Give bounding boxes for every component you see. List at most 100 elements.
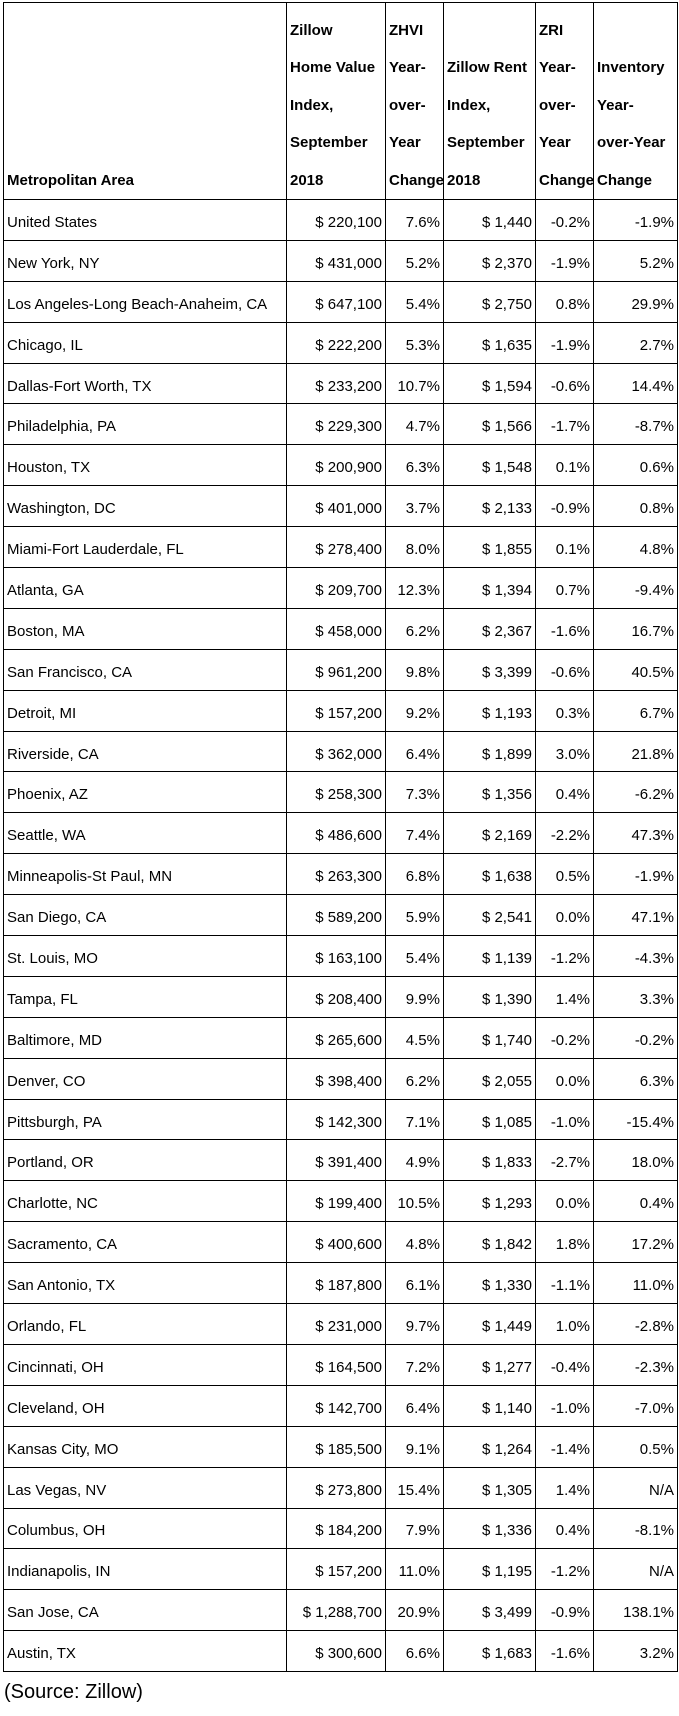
header-line: Change (539, 171, 594, 189)
cell-zri-yoy: -1.7% (535, 403, 594, 446)
cell-zhvi: $ 220,100 (286, 199, 386, 241)
cell-zri-yoy: 1.4% (535, 1466, 594, 1509)
cell-zhvi-yoy: 6.2% (385, 1057, 444, 1100)
table-row: United States $ 220,100 7.6% $ 1,440 -0.2% -1… (3, 199, 678, 241)
cell-zri-yoy: 0.4% (535, 771, 594, 814)
cell-zhvi-yoy: 4.9% (385, 1139, 444, 1182)
cell-zri: $ 1,390 (443, 975, 536, 1018)
cell-metro-area: Philadelphia, PA (3, 403, 287, 446)
header-line: over- (389, 96, 426, 114)
cell-zhvi-yoy: 9.1% (385, 1425, 444, 1468)
cell-zhvi-yoy: 9.9% (385, 975, 444, 1018)
cell-metro-area: Columbus, OH (3, 1507, 287, 1550)
header-zri: Zillow Rent Index, September 2018 (443, 2, 536, 200)
cell-metro-area: Washington, DC (3, 485, 287, 528)
header-line: Year- (539, 59, 576, 76)
table-row: Columbus, OH $ 184,200 7.9% $ 1,336 0.4% -8.1… (3, 1507, 678, 1550)
cell-inventory-yoy: -8.1% (593, 1507, 678, 1550)
cell-zhvi: $ 278,400 (286, 526, 386, 569)
table-row: Boston, MA $ 458,000 6.2% $ 2,367 -1.6% 16.7% (3, 607, 678, 650)
cell-inventory-yoy: 4.8% (593, 526, 678, 569)
header-line: ZHVI (389, 21, 424, 39)
cell-zri-yoy: 0.8% (535, 280, 594, 323)
cell-zhvi: $ 142,700 (286, 1384, 386, 1427)
header-line: 2018 (290, 171, 324, 189)
header-line: Year (389, 134, 421, 151)
cell-zri: $ 2,055 (443, 1057, 536, 1100)
cell-inventory-yoy: 47.1% (593, 894, 678, 937)
table-row: Atlanta, GA $ 209,700 12.3% $ 1,394 0.7% -9.4… (3, 567, 678, 609)
header-row: Metropolitan Area Zillow Home Value Index, S… (3, 2, 678, 200)
cell-zri: $ 1,277 (443, 1343, 536, 1386)
cell-metro-area: Chicago, IL (3, 321, 287, 364)
cell-inventory-yoy: 0.6% (593, 444, 678, 487)
table-row: Charlotte, NC $ 199,400 10.5% $ 1,293 0.0% 0.… (3, 1180, 678, 1223)
header-line: Year- (389, 59, 426, 76)
cell-zri-yoy: -0.2% (535, 199, 594, 241)
header-line: Metropolitan Area (7, 171, 134, 189)
header-line: 2018 (447, 171, 481, 189)
cell-inventory-yoy: -15.4% (593, 1098, 678, 1141)
cell-zhvi: $ 157,200 (286, 1548, 386, 1591)
table-row: New York, NY $ 431,000 5.2% $ 2,370 -1.9% 5.2… (3, 239, 678, 282)
cell-zri: $ 1,305 (443, 1466, 536, 1509)
cell-metro-area: Miami-Fort Lauderdale, FL (3, 526, 287, 569)
cell-inventory-yoy: 5.2% (593, 239, 678, 282)
cell-metro-area: St. Louis, MO (3, 935, 287, 977)
cell-inventory-yoy: -1.9% (593, 853, 678, 896)
table-row: Washington, DC $ 401,000 3.7% $ 2,133 -0.9% 0… (3, 485, 678, 528)
header-line: Change (389, 171, 444, 189)
table-row: Austin, TX $ 300,600 6.6% $ 1,683 -1.6% 3.2% (3, 1630, 678, 1673)
header-line: Home Value (290, 59, 376, 76)
cell-metro-area: Houston, TX (3, 444, 287, 487)
cell-zhvi-yoy: 7.3% (385, 771, 444, 814)
header-line: Zillow (290, 21, 333, 39)
cell-zri: $ 1,740 (443, 1016, 536, 1059)
table-row: Indianapolis, IN $ 157,200 11.0% $ 1,195 -1.… (3, 1548, 678, 1591)
cell-zhvi-yoy: 5.3% (385, 321, 444, 364)
header-line: Index, (290, 96, 334, 114)
cell-metro-area: Detroit, MI (3, 689, 287, 732)
cell-zhvi: $ 273,800 (286, 1466, 386, 1509)
cell-metro-area: Dallas-Fort Worth, TX (3, 362, 287, 405)
header-inventory-yoy: Inventory Year-over-Year Change (593, 2, 678, 200)
cell-inventory-yoy: 0.8% (593, 485, 678, 528)
table-row: Minneapolis-St Paul, MN $ 263,300 6.8% $ 1,… (3, 853, 678, 896)
cell-zri: $ 2,750 (443, 280, 536, 323)
cell-zhvi-yoy: 9.8% (385, 648, 444, 691)
table-row: Miami-Fort Lauderdale, FL $ 278,400 8.0% $ … (3, 526, 678, 569)
table-row: Seattle, WA $ 486,600 7.4% $ 2,169 -2.2% 47.3… (3, 812, 678, 855)
cell-zhvi: $ 431,000 (286, 239, 386, 282)
table-row: San Francisco, CA $ 961,200 9.8% $ 3,399 -0.… (3, 648, 678, 691)
cell-zri-yoy: -1.4% (535, 1425, 594, 1468)
cell-zri-yoy: -0.2% (535, 1016, 594, 1059)
cell-zri: $ 1,330 (443, 1262, 536, 1305)
cell-zri: $ 2,541 (443, 894, 536, 937)
header-metro-area: Metropolitan Area (3, 2, 287, 200)
cell-zhvi-yoy: 6.6% (385, 1630, 444, 1673)
cell-zri-yoy: -1.9% (535, 321, 594, 364)
header-zri-yoy: ZRI Year-over- Year Change (535, 2, 594, 200)
cell-zri-yoy: -1.6% (535, 607, 594, 650)
cell-zri: $ 2,370 (443, 239, 536, 282)
cell-zri: $ 1,293 (443, 1180, 536, 1223)
cell-zhvi-yoy: 6.8% (385, 853, 444, 896)
cell-zhvi-yoy: 12.3% (385, 567, 444, 609)
cell-inventory-yoy: 29.9% (593, 280, 678, 323)
table-row: Pittsburgh, PA $ 142,300 7.1% $ 1,085 -1.0% -… (3, 1098, 678, 1141)
cell-zri: $ 1,855 (443, 526, 536, 569)
cell-zhvi: $ 362,000 (286, 730, 386, 773)
cell-zhvi: $ 263,300 (286, 853, 386, 896)
cell-zhvi: $ 184,200 (286, 1507, 386, 1550)
table-header: Metropolitan Area Zillow Home Value Index, S… (3, 2, 678, 200)
cell-zhvi-yoy: 10.7% (385, 362, 444, 405)
cell-zri: $ 2,367 (443, 607, 536, 650)
cell-zri-yoy: -1.2% (535, 935, 594, 977)
cell-zhvi-yoy: 6.4% (385, 730, 444, 773)
cell-metro-area: Cincinnati, OH (3, 1343, 287, 1386)
cell-zri: $ 1,594 (443, 362, 536, 405)
table-row: Dallas-Fort Worth, TX $ 233,200 10.7% $ 1,5… (3, 362, 678, 405)
cell-zri: $ 1,085 (443, 1098, 536, 1141)
cell-inventory-yoy: 138.1% (593, 1589, 678, 1632)
header-line: over-Year (597, 134, 666, 151)
